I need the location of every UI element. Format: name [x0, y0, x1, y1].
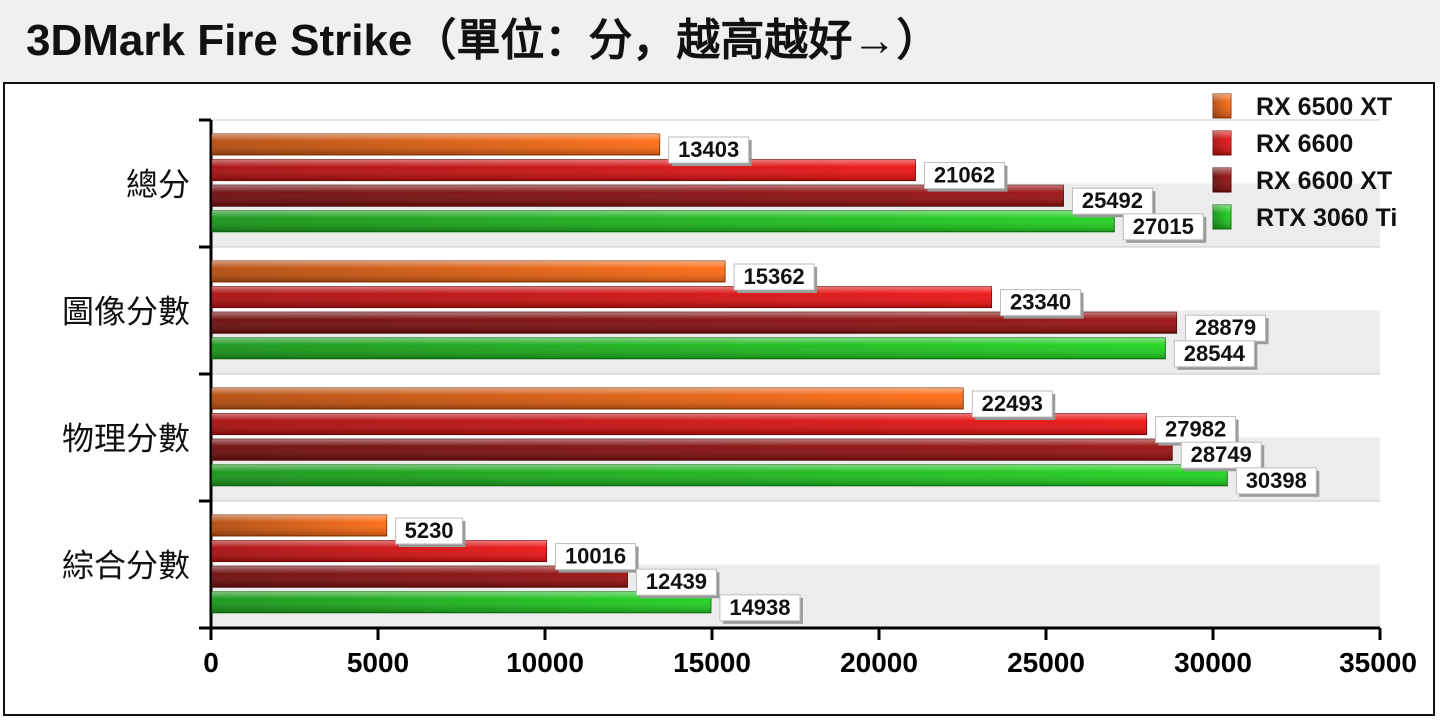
value-label-box — [555, 543, 637, 571]
bar-shade — [212, 388, 964, 409]
value-label: 28544 — [1184, 341, 1246, 366]
value-label-box — [635, 568, 717, 596]
title-bar — [0, 0, 1440, 82]
category-label: 總分 — [126, 166, 190, 204]
value-label-box — [1000, 289, 1082, 317]
bar-shade — [212, 312, 1177, 334]
bar-shade — [212, 464, 1228, 486]
value-label: 10016 — [565, 544, 626, 569]
value-label: 15362 — [743, 264, 804, 289]
value-label: 12439 — [646, 569, 707, 594]
value-label: 30398 — [1246, 468, 1307, 493]
value-label: 5230 — [405, 518, 454, 543]
bar-shade — [212, 413, 1147, 435]
x-tick-label: 30000 — [1174, 647, 1252, 678]
legend-swatch-shade — [1213, 131, 1231, 155]
x-tick-label: 10000 — [506, 647, 584, 678]
value-label: 27982 — [1165, 417, 1226, 442]
bar-shade — [212, 439, 1173, 461]
chart-title: 3DMark Fire Strike（單位：分，越高越好→） — [26, 16, 941, 65]
x-tick-label: 20000 — [840, 647, 918, 678]
value-label-box — [923, 162, 1005, 190]
value-label: 28749 — [1191, 442, 1252, 467]
bar-shade — [212, 286, 992, 308]
legend-label: RTX 3060 Ti — [1256, 204, 1397, 232]
bar-shade — [212, 185, 1064, 207]
x-tick-label: 25000 — [1007, 647, 1085, 678]
value-label-box — [1173, 340, 1255, 368]
value-label: 23340 — [1010, 290, 1071, 315]
value-label-box — [668, 136, 750, 164]
x-tick-label: 0 — [203, 647, 219, 678]
value-label-box — [395, 517, 463, 545]
legend-swatch-shade — [1213, 205, 1231, 229]
bar-shade — [212, 337, 1166, 359]
x-tick-label: 15000 — [673, 647, 751, 678]
value-label-box — [1155, 416, 1237, 444]
legend-swatch-shade — [1213, 94, 1231, 118]
bar-shade — [212, 591, 711, 613]
x-tick-label: 5000 — [347, 647, 409, 678]
value-label-box — [719, 594, 801, 622]
category-label: 圖像分數 — [62, 293, 190, 331]
value-label-box — [1235, 467, 1317, 495]
legend-swatch-shade — [1213, 168, 1231, 192]
category-label: 綜合分數 — [62, 547, 190, 585]
value-label: 25492 — [1082, 188, 1143, 213]
legend-label: RX 6600 XT — [1256, 167, 1392, 195]
bar-shade — [212, 134, 660, 155]
value-label-box — [971, 390, 1053, 418]
legend-label: RX 6600 — [1256, 130, 1353, 158]
value-label: 22493 — [982, 391, 1043, 416]
bar-shade — [212, 210, 1115, 232]
x-tick-label: 35000 — [1339, 647, 1417, 678]
bar-shade — [212, 566, 628, 588]
category-label: 物理分數 — [62, 420, 190, 458]
value-label-box — [1180, 441, 1262, 469]
value-label: 21062 — [934, 163, 995, 188]
value-label: 14938 — [729, 595, 790, 620]
bar-shade — [212, 515, 387, 536]
bar-shade — [212, 540, 547, 562]
value-label-box — [1071, 187, 1153, 215]
value-label: 28879 — [1195, 315, 1256, 340]
value-label: 27015 — [1133, 214, 1194, 239]
legend-label: RX 6500 XT — [1256, 93, 1392, 121]
value-label-box — [733, 263, 815, 291]
value-label: 13403 — [678, 137, 739, 162]
bar-shade — [212, 261, 726, 282]
value-label-box — [1122, 213, 1204, 241]
bar-shade — [212, 159, 916, 181]
